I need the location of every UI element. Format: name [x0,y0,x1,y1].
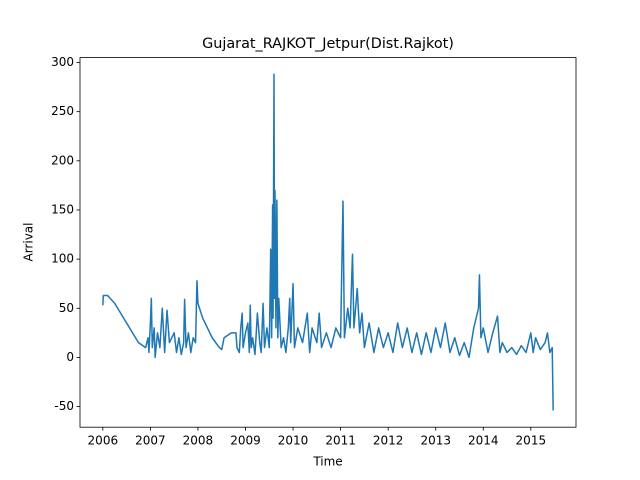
plot-frame [79,57,577,428]
data-line [102,73,554,411]
y-axis-label: Arrival [22,223,36,262]
y-tick-label: 200 [51,153,74,167]
x-tick-label: 2015 [516,434,547,448]
y-tick-label: 300 [51,55,74,69]
x-tick-label: 2013 [420,434,451,448]
y-tick-label: 250 [51,104,74,118]
y-tick-label: 0 [66,350,74,364]
x-tick-label: 2006 [88,434,119,448]
y-tick-label: -50 [54,399,74,413]
y-tick-label: 100 [51,252,74,266]
x-tick-label: 2009 [230,434,261,448]
y-tick-label: 50 [59,301,74,315]
x-tick-label: 2007 [135,434,166,448]
x-axis-label: Time [312,455,342,469]
y-tick-label: 150 [51,202,74,216]
x-tick-label: 2011 [325,434,356,448]
chart-title: Gujarat_RAJKOT_Jetpur(Dist.Rajkot) [202,36,454,52]
x-tick-label: 2010 [278,434,309,448]
x-tick-label: 2008 [183,434,214,448]
x-tick-label: 2012 [373,434,404,448]
x-tick-label: 2014 [468,434,499,448]
